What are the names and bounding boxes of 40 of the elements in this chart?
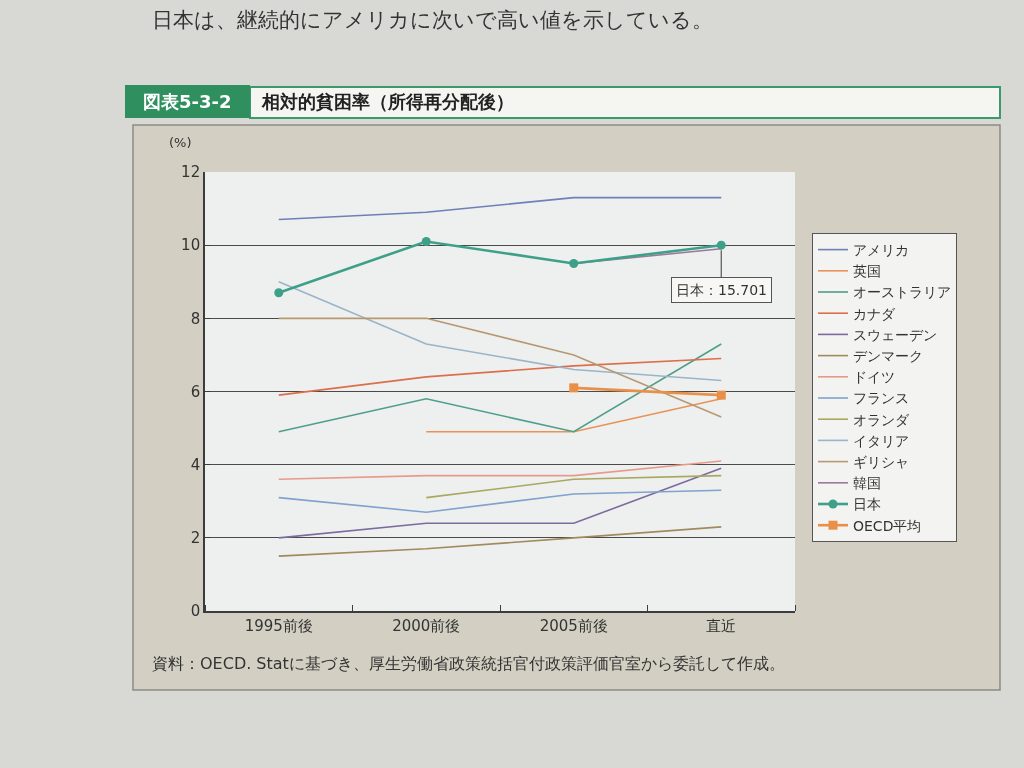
legend-label: 英国 [853, 263, 881, 280]
legend-label: オーストラリア [853, 284, 951, 301]
y-tick-label: 4 [190, 455, 201, 474]
legend-label: デンマーク [853, 348, 923, 365]
chart-title: 相対的貧困率（所得再分配後） [261, 91, 514, 113]
point [421, 237, 431, 247]
legend-label: イタリア [853, 432, 909, 449]
x-tick-label: 直近 [706, 616, 737, 635]
y-tick-label: 6 [190, 382, 201, 401]
legend-label: フランス [853, 390, 909, 407]
legend-label: スウェーデン [853, 326, 937, 343]
line-series [277, 489, 723, 514]
text: 図表5-3-2 [143, 91, 232, 112]
legend-label: カナダ [853, 305, 896, 322]
legend-label: アメリカ [853, 242, 909, 259]
y-tick-label: 12 [181, 163, 201, 182]
x-tick-label: 2005前後 [539, 616, 608, 635]
point [716, 240, 726, 250]
point [274, 288, 284, 298]
legend-label: OECD平均 [853, 517, 922, 534]
x-tick-label: 2000前後 [392, 616, 461, 635]
line-series [277, 357, 723, 396]
y-tick-label: 10 [181, 236, 201, 255]
point [716, 390, 726, 400]
y-axis-title: (%) [169, 135, 192, 150]
x-tick-label: 1995前後 [244, 616, 313, 635]
y-tick-label: 8 [190, 309, 201, 328]
legend-label: ドイツ [853, 369, 895, 386]
text: 日本は、継続的にアメリカに次いで高い値を示している。 [152, 8, 713, 32]
point [569, 383, 579, 393]
point [569, 258, 579, 268]
y-tick-label: 2 [190, 529, 201, 548]
legend-label: ギリシャ [853, 454, 909, 471]
y-tick-label: 0 [190, 602, 201, 621]
annotation: 日本：15.701 [676, 282, 767, 298]
line-series [277, 526, 723, 557]
legend-label: 日本 [853, 496, 881, 513]
text: 資料：OECD. Statに基づき、厚生労働省政策統括官付政策評価官室から委託して作成。 [152, 654, 785, 673]
legend-label: オランダ [853, 411, 910, 428]
legend-label: 韓国 [853, 475, 881, 492]
